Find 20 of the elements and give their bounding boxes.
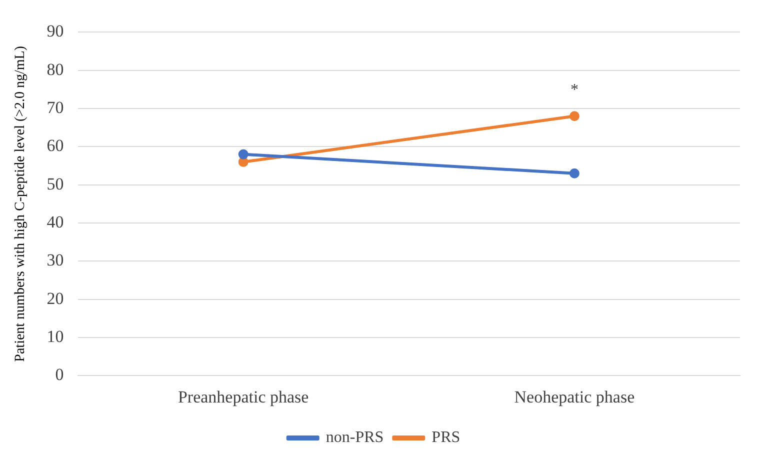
- y-tick-label: 20: [46, 288, 64, 308]
- point: [569, 168, 580, 178]
- x-tick-label: Preanhepatic phase: [178, 387, 309, 406]
- annotation: *: [570, 81, 578, 98]
- y-tick-label: 70: [46, 98, 64, 117]
- y-tick-label: 30: [46, 250, 64, 270]
- y-tick-label: 0: [55, 365, 64, 384]
- y-tick-label: 50: [46, 174, 64, 194]
- point: [238, 149, 248, 160]
- y-tick-label: 40: [46, 212, 64, 232]
- legend-label: PRS: [432, 429, 460, 446]
- y-tick-label: 80: [46, 60, 64, 79]
- y-tick-label: 10: [46, 326, 64, 346]
- y-tick-label: 60: [46, 136, 64, 156]
- point: [569, 111, 580, 122]
- y-axis-title: Patient numbers with high C-peptide level (>2.0 ng/mL): [13, 46, 28, 362]
- legend-label: non-PRS: [326, 429, 384, 446]
- y-tick-label: 90: [46, 22, 64, 41]
- x-tick-label: Neohepatic phase: [514, 387, 635, 406]
- point: [238, 156, 248, 167]
